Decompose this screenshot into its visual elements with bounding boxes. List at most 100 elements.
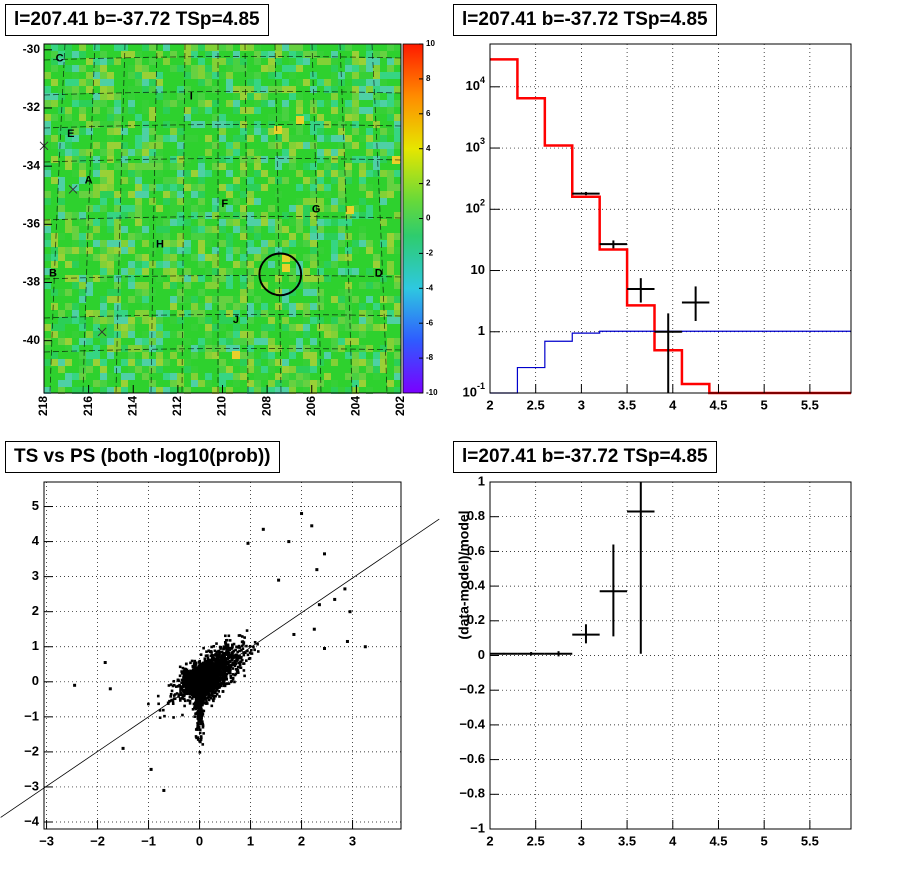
skymap-pixel	[345, 65, 352, 72]
skymap-pixel	[345, 387, 352, 394]
skymap-pixel	[345, 296, 352, 303]
skymap-pixel	[163, 387, 170, 394]
skymap-pixel	[114, 233, 121, 240]
skymap-pixel	[93, 345, 100, 352]
colorbar-tick-label: -8	[426, 353, 434, 362]
skymap-pixel	[107, 170, 114, 177]
skymap-pixel	[156, 72, 163, 79]
skymap-pixel	[156, 366, 163, 373]
skymap-pixel	[366, 191, 373, 198]
skymap-pixel	[100, 373, 107, 380]
skymap-pixel	[268, 387, 275, 394]
skymap-pixel	[184, 86, 191, 93]
skymap-pixel	[65, 156, 72, 163]
skymap-pixel	[205, 352, 212, 359]
skymap-pixel	[240, 156, 247, 163]
scatter-point	[182, 676, 185, 679]
scatter-point	[236, 669, 240, 672]
source-circle	[258, 252, 303, 297]
skymap-pixel	[107, 296, 114, 303]
scatter-point	[250, 648, 253, 652]
skymap-pixel	[79, 44, 86, 51]
skymap-pixel	[331, 296, 338, 303]
skymap-pixel	[366, 163, 373, 170]
skymap-pixel	[72, 128, 79, 135]
skymap-pixel	[303, 359, 310, 366]
skymap-pixel	[233, 324, 240, 331]
skymap-pixel	[58, 86, 65, 93]
skymap-pixel	[366, 366, 373, 373]
skymap-pixel	[317, 170, 324, 177]
skymap-pixel	[93, 142, 100, 149]
skymap-pixel	[170, 163, 177, 170]
skymap-pixel	[247, 366, 254, 373]
skymap-pixel	[72, 310, 79, 317]
skymap-pixel	[247, 254, 254, 261]
skymap-pixel	[331, 233, 338, 240]
skymap-pixel	[177, 359, 184, 366]
skymap-pixel	[380, 79, 387, 86]
spectrum-x-tick-label: 4	[669, 397, 677, 412]
skymap-pixel	[338, 44, 345, 51]
skymap-pixel	[156, 163, 163, 170]
skymap-pixel	[247, 303, 254, 310]
skymap-grid-line	[371, 43, 388, 394]
skymap-pixel	[240, 170, 247, 177]
skymap-pixel	[170, 219, 177, 226]
skymap-pixel	[310, 121, 317, 128]
scatter-point	[172, 679, 176, 683]
skymap-pixel	[205, 142, 212, 149]
skymap-pixel	[359, 135, 366, 142]
skymap-pixel	[156, 226, 163, 233]
skymap-pixel	[163, 226, 170, 233]
skymap-pixel	[65, 338, 72, 345]
scatter-point	[215, 642, 218, 645]
skymap-pixel	[352, 366, 359, 373]
skymap-pixel	[156, 86, 163, 93]
scatter-point	[204, 693, 208, 696]
scatter-point	[212, 659, 215, 662]
skymap-pixel	[303, 303, 310, 310]
skymap-pixel	[212, 72, 219, 79]
skymap-pixel	[275, 51, 282, 58]
scatter-point	[237, 634, 241, 637]
skymap-pixel	[65, 317, 72, 324]
skymap-pixel	[100, 275, 107, 282]
scatter-point	[224, 639, 228, 642]
skymap-pixel	[121, 142, 128, 149]
scatter-point	[210, 666, 213, 670]
scatter-point	[221, 655, 224, 659]
scatter-x-tick-label: 3	[349, 833, 356, 848]
skymap-pixel	[219, 310, 226, 317]
skymap-pixel	[366, 44, 373, 51]
skymap-pixel	[289, 205, 296, 212]
scatter-point	[222, 663, 226, 667]
skymap-pixel	[212, 296, 219, 303]
scatter-point	[208, 671, 212, 674]
scatter-point	[243, 674, 246, 678]
skymap-pixel	[296, 373, 303, 380]
scatter-point	[222, 669, 225, 673]
skymap-pixel	[128, 275, 135, 282]
skymap-pixel	[226, 79, 233, 86]
skymap-pixel	[58, 191, 65, 198]
skymap-pixel	[128, 65, 135, 72]
scatter-point	[226, 652, 229, 655]
scatter-point	[169, 683, 173, 686]
scatter-point	[220, 657, 224, 661]
skymap-pixel	[268, 100, 275, 107]
skymap-pixel	[79, 247, 86, 254]
skymap-pixel	[93, 107, 100, 114]
skymap-pixel	[226, 296, 233, 303]
skymap-pixel	[352, 338, 359, 345]
scatter-point	[200, 688, 204, 691]
skymap-pixel	[142, 86, 149, 93]
skymap-pixel	[366, 149, 373, 156]
skymap-pixel	[205, 100, 212, 107]
skymap-pixel	[324, 373, 331, 380]
scatter-point	[183, 678, 187, 682]
skymap-pixel	[226, 72, 233, 79]
skymap-pixel	[226, 219, 233, 226]
skymap-pixel	[254, 156, 261, 163]
scatter-point	[218, 645, 222, 649]
